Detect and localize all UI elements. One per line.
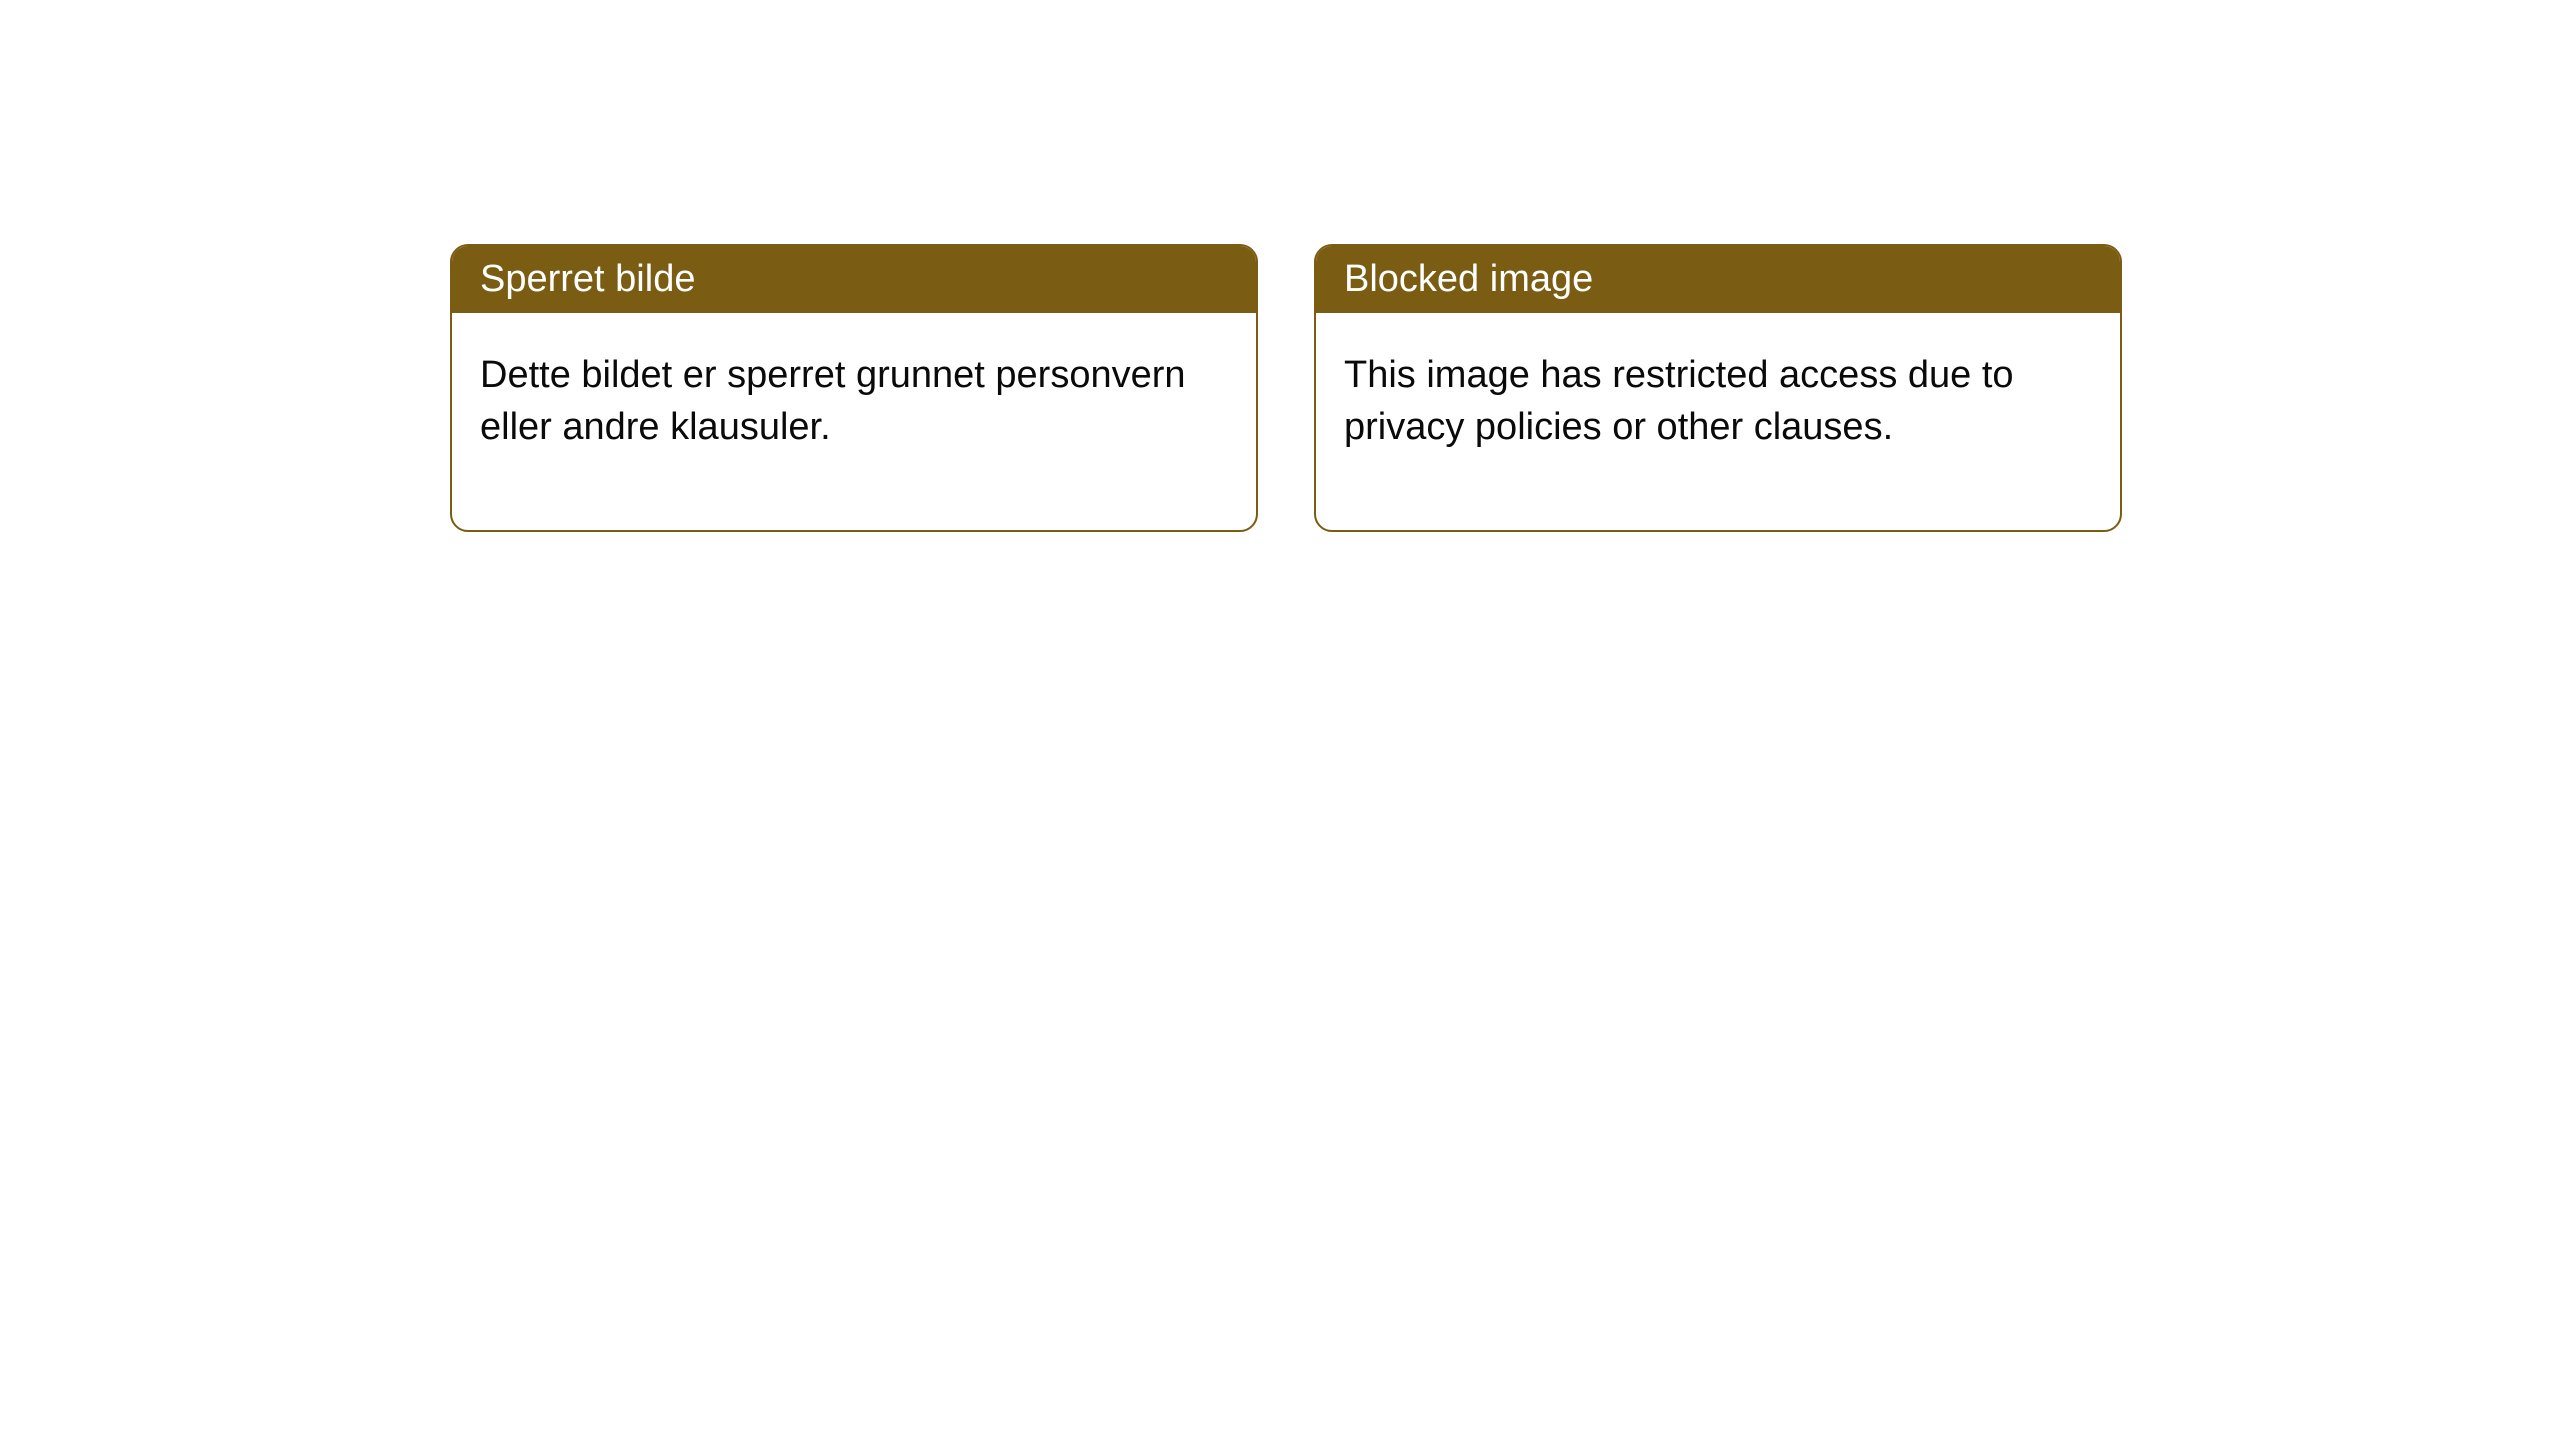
notice-card-norwegian: Sperret bilde Dette bildet er sperret gr… xyxy=(450,244,1258,532)
card-header: Sperret bilde xyxy=(452,246,1256,313)
notice-container: Sperret bilde Dette bildet er sperret gr… xyxy=(0,0,2560,532)
card-header: Blocked image xyxy=(1316,246,2120,313)
card-body: Dette bildet er sperret grunnet personve… xyxy=(452,313,1256,530)
card-body: This image has restricted access due to … xyxy=(1316,313,2120,530)
notice-card-english: Blocked image This image has restricted … xyxy=(1314,244,2122,532)
